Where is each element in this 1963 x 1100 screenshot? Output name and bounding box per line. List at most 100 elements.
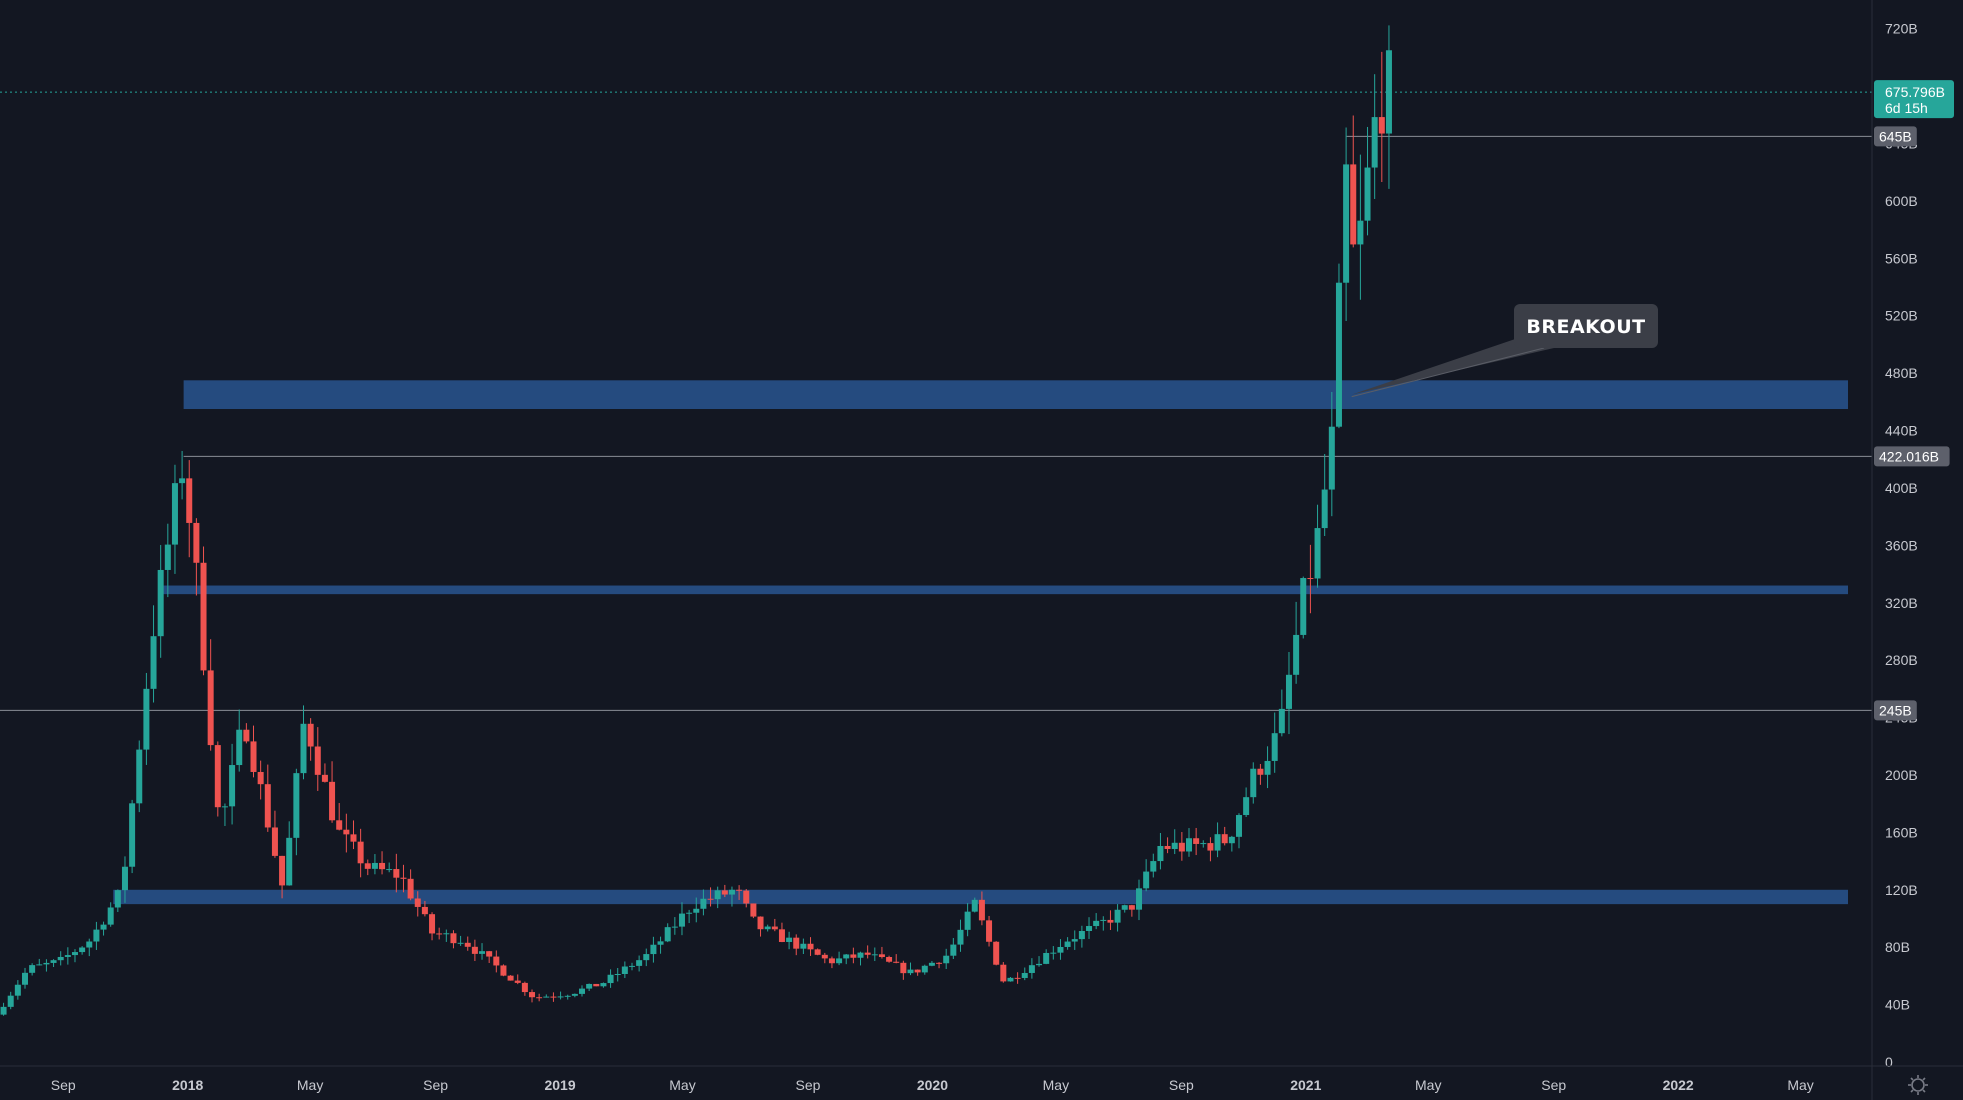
candle-body [1235,815,1242,837]
candle-body [457,942,464,944]
candle-body [200,562,207,671]
candle-body [450,933,457,944]
gear-icon-teeth [1908,1075,1928,1095]
candle-body [928,962,935,966]
candle-body [336,820,343,830]
x-tick-label: 2020 [917,1077,948,1093]
candle-body [1036,963,1043,966]
level-tag-bg [1874,126,1917,147]
gear-icon[interactable] [1908,1075,1928,1095]
candle-body [814,949,821,955]
candle-body [571,993,578,996]
candle-body [1021,972,1028,978]
candle-body [500,965,507,976]
callout-pointer [1351,336,1554,395]
candle-body [64,955,71,957]
last-price-tag[interactable]: 675.796B 6d 15h [1874,80,1954,119]
candle-body [793,937,800,949]
price-axis-ticks: 040B80B120B160B200B245B280B320B360B400B4… [1885,21,1918,1070]
candle-body [1171,842,1178,849]
candle-body [243,729,250,742]
y-tick-label: 400B [1885,480,1918,496]
candle-body [943,955,950,964]
candle-body [1207,843,1214,851]
candle-body [721,890,728,895]
candle-body [543,996,550,998]
candle-body [821,954,828,959]
x-tick-label: 2021 [1290,1077,1321,1093]
x-tick-label: May [1043,1077,1069,1093]
breakout-callout[interactable]: BREAKOUT [1351,304,1658,398]
candle-body [107,907,114,925]
candle-body [1343,164,1350,283]
candle-body [1043,952,1050,964]
x-tick-label: May [1415,1077,1441,1093]
y-tick-label: 560B [1885,250,1918,266]
candle-body [1093,920,1100,927]
candle-body [686,912,693,914]
x-tick-label: Sep [1541,1077,1566,1093]
candle-body [743,890,750,904]
candle-body [986,920,993,942]
candle-body [1157,845,1164,862]
candle-body [564,995,571,997]
level-tag-label: 245B [1879,702,1912,718]
candle-body [371,862,378,869]
candle-body [7,995,14,1007]
x-tick-label: Sep [51,1077,76,1093]
x-tick-label: May [1787,1077,1813,1093]
candle-body [21,972,28,985]
candle-body [850,954,857,958]
candle-body [1107,919,1114,923]
candle-body [936,962,943,964]
candle-body [1257,768,1264,775]
candle-body [1136,888,1143,910]
candle-body [279,855,286,886]
candle-body [1385,50,1392,134]
candle-body [307,723,314,747]
candle-body [586,983,593,989]
level-tag-label: 645B [1879,128,1912,144]
candle-body [493,956,500,966]
candle-body [921,965,928,973]
level-tag-label: 422.016B [1879,448,1939,464]
candle-body [314,746,321,775]
candle-body [957,929,964,945]
candle-body [264,784,271,828]
candle-body [707,898,714,900]
candle-body [1378,117,1385,134]
candle-body [1178,842,1185,852]
candle-body [236,729,243,766]
gear-icon-ring [1911,1078,1925,1092]
candle-body [1100,919,1107,921]
candle-body [557,996,564,998]
candle-body [614,974,621,976]
candle-body [657,941,664,945]
candle-body [229,765,236,807]
candle-body [700,898,707,909]
candle-body [964,911,971,930]
candle-body [1328,426,1335,490]
candle-body [1071,939,1078,942]
candle-body [464,942,471,947]
candle-body [286,837,293,886]
x-tick-label: Sep [423,1077,448,1093]
candle-body [250,741,257,772]
candle-body [29,965,36,973]
candle-body [343,829,350,835]
candle-body [878,954,885,958]
y-tick-label: 480B [1885,365,1918,381]
zone-0 [183,380,1849,410]
y-tick-label: 80B [1885,939,1910,955]
candle-body [664,927,671,942]
candle-body [857,952,864,958]
y-tick-label: 520B [1885,308,1918,324]
candle-body [1285,674,1292,709]
x-tick-label: May [669,1077,695,1093]
candle-body [1357,220,1364,245]
candle-body [1221,834,1228,844]
candle-body [407,878,414,899]
candle-body [221,806,228,808]
candle-body [807,943,814,950]
